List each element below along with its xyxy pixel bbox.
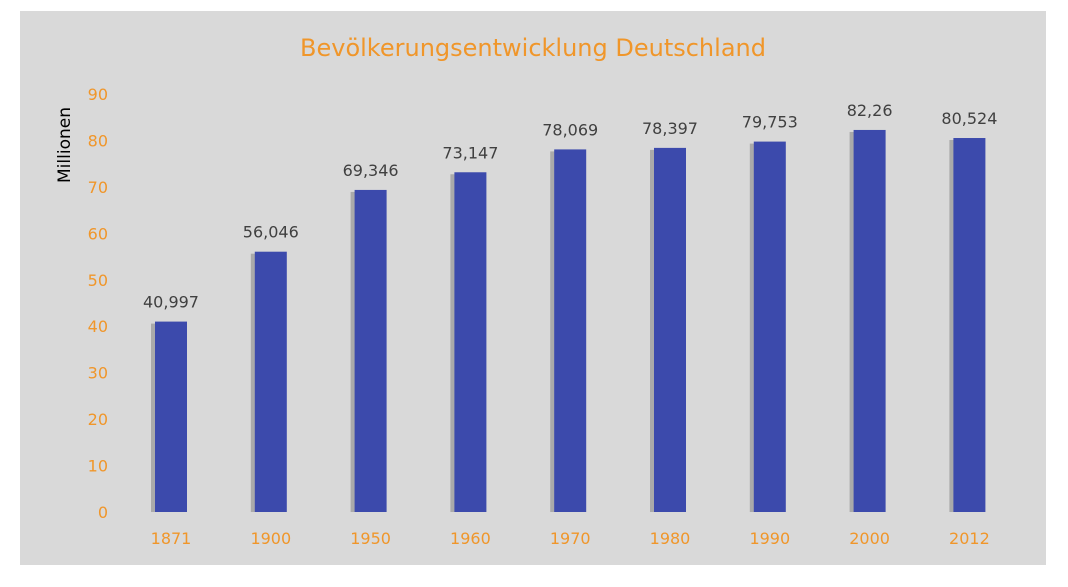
y-axis-label: Millionen (55, 107, 75, 183)
x-tick-label: 1950 (350, 529, 391, 548)
y-tick-label: 70 (88, 178, 108, 197)
bar-1871 (155, 321, 187, 512)
bar-1980 (654, 147, 686, 512)
bar-2000 (853, 129, 886, 512)
bar-shadow (250, 253, 257, 513)
y-tick-label: 0 (98, 503, 108, 522)
x-tick-label: 1960 (450, 529, 491, 548)
data-label: 79,753 (742, 113, 798, 132)
bar-1990 (753, 141, 786, 513)
bar-shadow (650, 149, 656, 512)
x-tick-label: 1871 (151, 529, 192, 548)
x-tick-label: 2012 (949, 529, 990, 548)
bar-shadow (151, 323, 157, 512)
bar-2012 (953, 138, 986, 513)
bar-1950 (354, 189, 387, 512)
bar-1970 (554, 149, 587, 512)
bar-shadow (849, 131, 856, 512)
x-tick-label: 1980 (650, 529, 691, 548)
x-tick-label: 1990 (749, 529, 790, 548)
x-tick-label: 2000 (849, 529, 890, 548)
data-label: 82,26 (847, 101, 893, 120)
data-label: 80,524 (941, 109, 997, 128)
x-tick-label: 1970 (550, 529, 591, 548)
y-tick-label: 90 (88, 85, 108, 104)
data-label: 78,397 (642, 119, 698, 138)
y-tick-label: 80 (88, 131, 108, 150)
bar-1900 (254, 251, 287, 513)
data-label: 78,069 (542, 120, 598, 139)
bar-shadow (550, 151, 557, 512)
bar-shadow (949, 140, 956, 513)
y-tick-label: 10 (88, 457, 108, 476)
y-tick-label: 40 (88, 317, 108, 336)
y-tick-label: 60 (88, 224, 108, 243)
x-tick-label: 1900 (250, 529, 291, 548)
bar-shadow (450, 174, 457, 512)
y-tick-label: 50 (88, 271, 108, 290)
y-tick-label: 20 (88, 410, 108, 429)
data-label: 73,147 (442, 143, 498, 162)
chart-title: Bevölkerungsentwicklung Deutschland (300, 34, 766, 62)
y-tick-label: 30 (88, 364, 108, 383)
bar-1960 (454, 172, 487, 512)
data-label: 40,997 (143, 293, 199, 312)
data-label: 56,046 (243, 223, 299, 242)
bar-shadow (350, 191, 357, 512)
bar-shadow (749, 143, 756, 513)
data-label: 69,346 (343, 161, 399, 180)
